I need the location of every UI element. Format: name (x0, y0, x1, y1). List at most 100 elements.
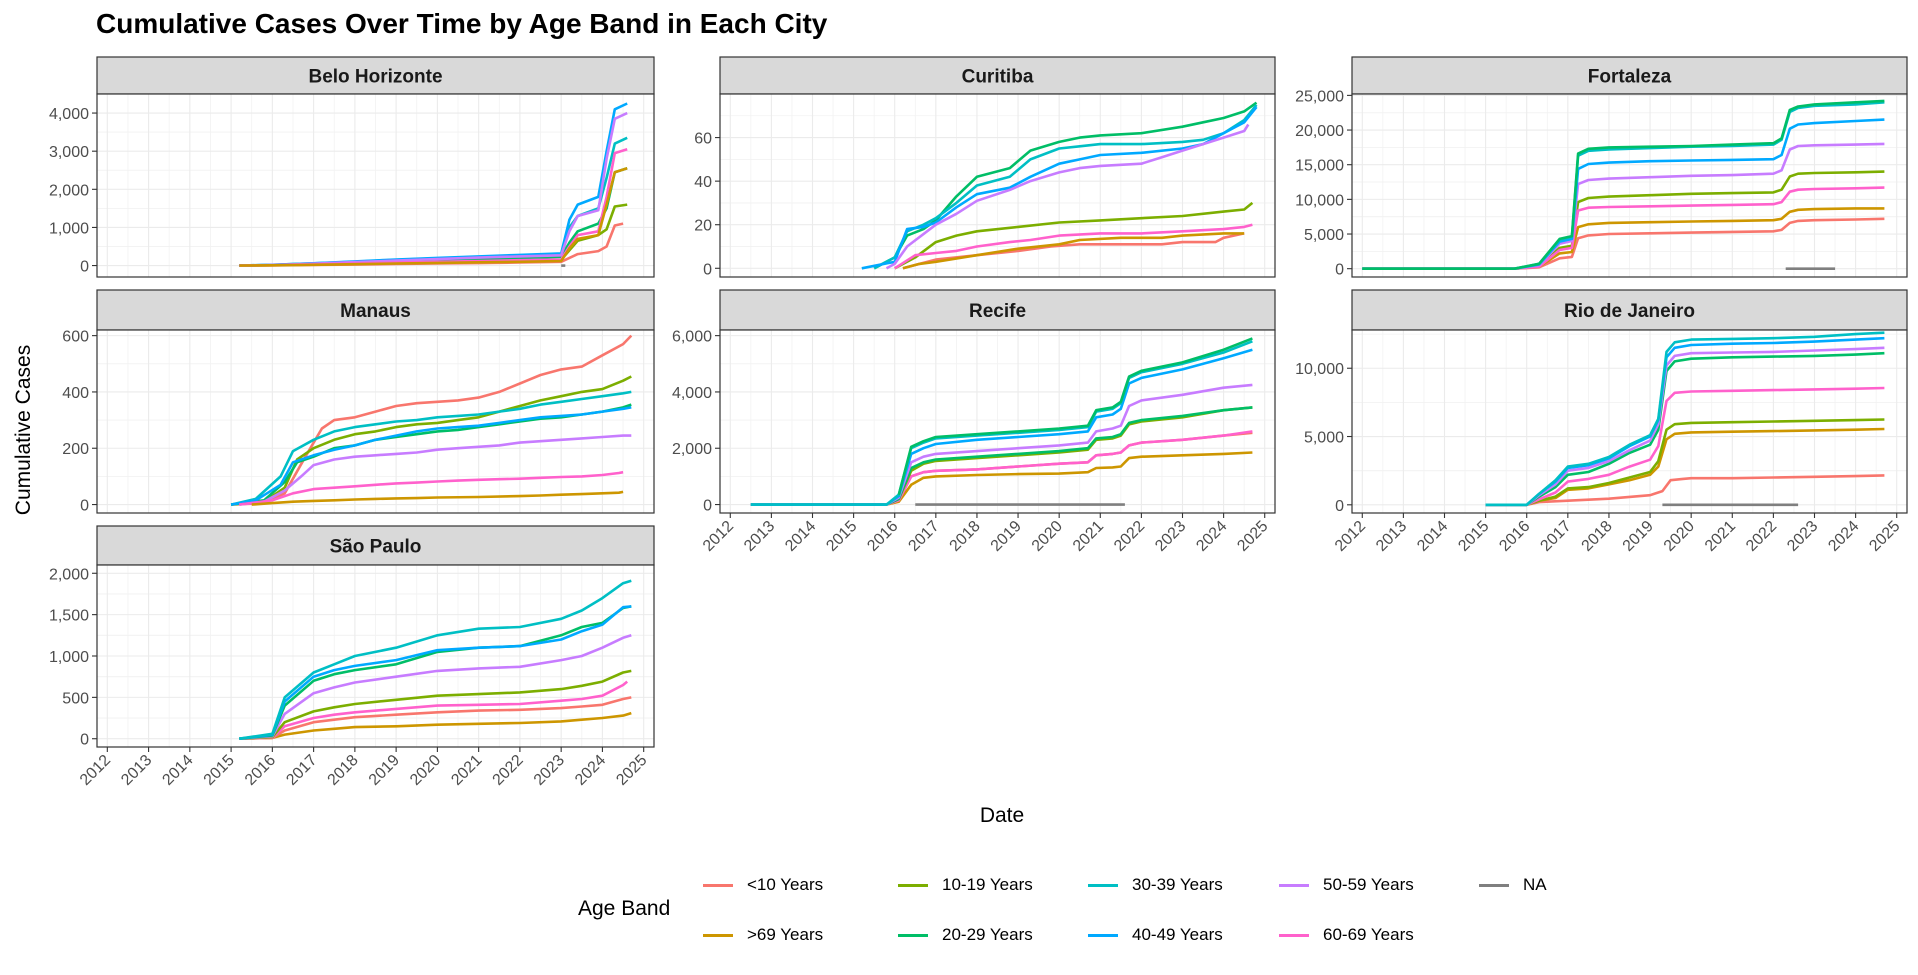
legend-label: NA (1523, 875, 1547, 894)
legend-label: 10-19 Years (942, 875, 1033, 894)
panel-border (1351, 329, 1908, 514)
legend-item-10-19-years: 10-19 Years (898, 875, 1033, 895)
gridlines (97, 565, 654, 747)
y-tick-label: 5,000 (1304, 430, 1344, 447)
x-tick-label: 2015 (201, 752, 238, 789)
y-tick-label: 1,500 (49, 608, 89, 625)
series-line-over-69-years (1362, 207, 1885, 270)
series-line-30-39-years (230, 390, 632, 506)
y-tick-label: 0 (80, 732, 89, 749)
x-tick-label: 2021 (1070, 518, 1107, 555)
x-tick-label: 2020 (407, 752, 444, 789)
y-tick-label: 2,000 (49, 182, 89, 199)
series-line-40-49-years (230, 406, 632, 506)
panel-fortaleza: Fortaleza 0 5,000 10,000 15,000 20,000 25,000 (1295, 56, 1908, 279)
x-tick-label: 2017 (905, 518, 942, 555)
panel-strip-label: Recife (969, 301, 1026, 322)
y-tick-label: 0 (80, 498, 89, 515)
series-line-over-69-years (750, 451, 1253, 506)
series-group (239, 579, 632, 740)
legend-item-50-59-years: 50-59 Years (1279, 875, 1414, 895)
series-line-20-29-years (750, 406, 1253, 506)
series-line-50-59-years (1485, 346, 1885, 507)
x-tick-label: 2018 (947, 518, 984, 555)
legend-swatch (1479, 883, 1509, 887)
x-tick-label: 2014 (782, 518, 819, 555)
y-tick-label: 2,000 (49, 566, 89, 583)
series-line-under-10-years (1485, 474, 1885, 507)
y-tick-label: 1,000 (49, 220, 89, 237)
x-tick-label: 2021 (448, 752, 485, 789)
legend-item-under-10-years: <10 Years (703, 875, 823, 895)
panel-belo-horizonte: Belo Horizonte 0 1,000 2,000 3,000 4,000 (49, 56, 655, 278)
series-line-20-29-years-upper (897, 337, 1253, 496)
x-tick-label: 2019 (366, 752, 403, 789)
x-tick-label: 2025 (613, 752, 650, 789)
legend-label: 20-29 Years (942, 925, 1033, 944)
legend-swatch (1279, 933, 1309, 937)
series-line-50-59-years (885, 123, 1250, 270)
x-tick-label: 2012 (1332, 518, 1369, 555)
legend: Age Band <10 Years 10-19 Years 30-39 Years… (578, 865, 1547, 965)
series-line-40-49-years (239, 605, 632, 740)
x-tick-label: 2020 (1661, 518, 1698, 555)
panel-strip-label: Fortaleza (1588, 67, 1672, 88)
panel-border (719, 329, 1276, 514)
series-line-20-29-years (873, 101, 1258, 270)
x-tick-label: 2017 (1537, 518, 1574, 555)
series-line-over-69-years (239, 711, 632, 740)
legend-item-30-39-years: 30-39 Years (1088, 875, 1223, 895)
series-group (230, 334, 633, 506)
panel-strip-label: Manaus (340, 301, 411, 322)
x-tick-label: 2023 (1784, 518, 1821, 555)
gridlines (720, 330, 1275, 513)
panel-strip (96, 525, 655, 566)
panel-border (719, 93, 1276, 278)
panel-strip (719, 289, 1276, 331)
x-tick-label: 2025 (1866, 518, 1903, 555)
series-line-60-69-years (239, 680, 629, 740)
x-axis-title: Date (980, 804, 1024, 827)
series-line-under-10-years (231, 334, 633, 506)
series-group (750, 337, 1253, 506)
legend-label: 50-59 Years (1323, 875, 1414, 894)
panel-strip-label: Curitiba (962, 67, 1034, 88)
x-tick-label: 2022 (490, 752, 527, 789)
x-axis: 2012 2013 2014 2015 2016 2017 2018 2019 2020 2021… (77, 747, 651, 789)
x-tick-label: 2016 (864, 518, 901, 555)
legend-item-over-69-years: >69 Years (703, 925, 823, 945)
y-tick-label: 60 (694, 131, 712, 148)
legend-item-40-49-years: 40-49 Years (1088, 925, 1223, 945)
series-line-20-29-years (1485, 351, 1885, 507)
panel-sao-paulo: São Paulo 0 500 1,000 1,500 2,000 2012 2013 2014… (49, 525, 655, 789)
legend-label: 30-39 Years (1132, 875, 1223, 894)
series-line-under-10-years (239, 696, 632, 740)
x-tick-label: 2022 (1111, 518, 1148, 555)
x-tick-label: 2015 (823, 518, 860, 555)
y-tick-label: 5,000 (1304, 227, 1344, 244)
x-tick-label: 2019 (1620, 518, 1657, 555)
x-tick-label: 2020 (1029, 518, 1066, 555)
x-axis: 2012 2013 2014 2015 2016 2017 2018 2019 2020 2021… (1332, 513, 1904, 555)
series-line-60-69-years (894, 223, 1253, 270)
y-axis-title: Cumulative Cases (12, 345, 35, 515)
legend-item-na: NA (1479, 875, 1547, 895)
series-line-under-10-years (1362, 217, 1885, 270)
series-line-50-59-years (750, 383, 1253, 506)
series-line-10-19-years (230, 375, 632, 506)
x-tick-label: 2024 (1193, 518, 1230, 555)
panel-strip (1351, 289, 1908, 331)
legend-swatch (898, 883, 928, 887)
gridlines (97, 94, 654, 277)
series-line-20-29-years (239, 605, 632, 740)
panel-manaus: Manaus 0 200 400 600 (62, 289, 655, 515)
x-axis: 2012 2013 2014 2015 2016 2017 2018 2019 2020 2021… (700, 513, 1272, 555)
y-tick-label: 0 (703, 498, 712, 515)
series-line-10-19-years (1485, 418, 1885, 507)
y-axis: 0 20 40 60 (694, 131, 720, 278)
x-tick-label: 2018 (1579, 518, 1616, 555)
x-tick-label: 2021 (1702, 518, 1739, 555)
x-tick-label: 2024 (572, 752, 609, 789)
